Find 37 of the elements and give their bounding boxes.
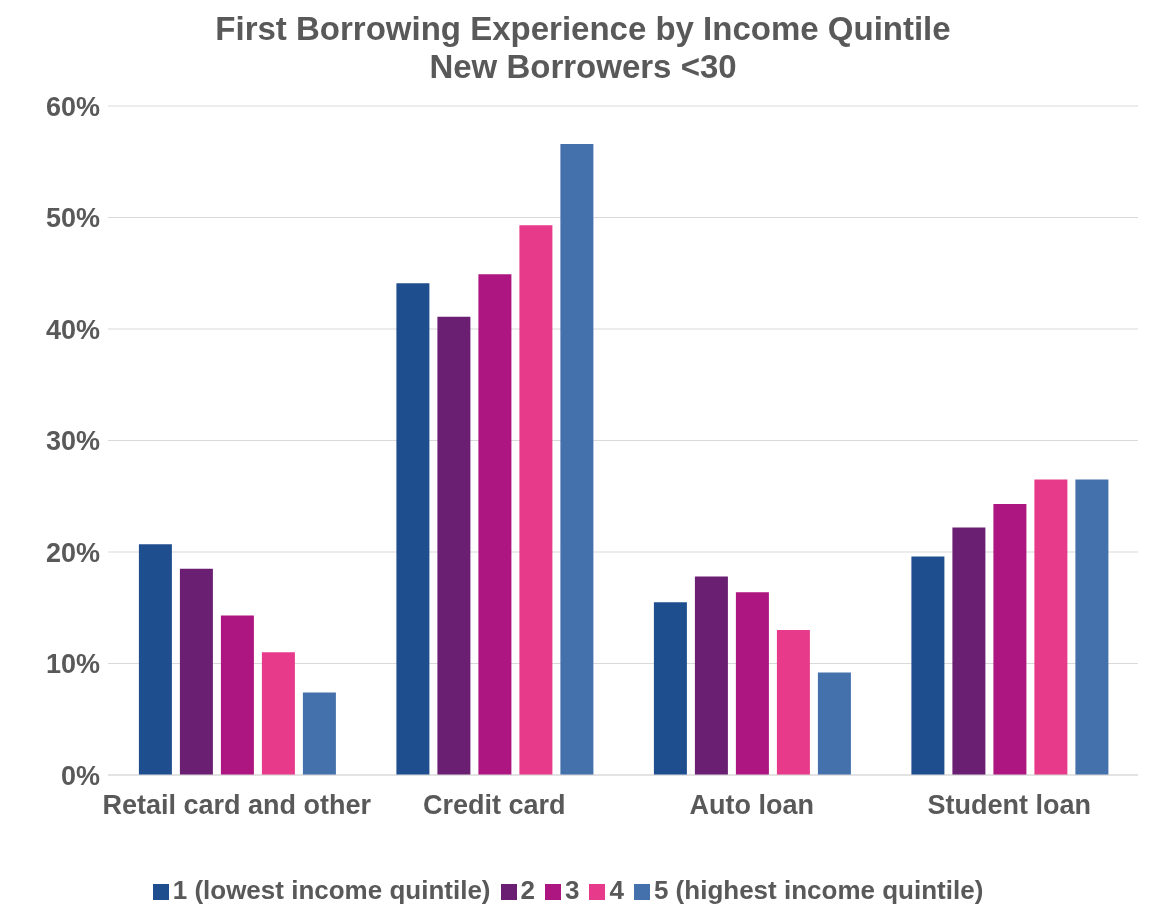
bar (437, 316, 471, 775)
bar (179, 568, 213, 775)
bar (1034, 479, 1068, 775)
bar (560, 143, 594, 775)
x-tick-label: Retail card and other (102, 790, 372, 821)
bar (776, 630, 810, 775)
bar (694, 576, 728, 775)
y-tick-label: 10% (45, 649, 100, 680)
bar (993, 504, 1027, 775)
y-tick-label: 0% (60, 760, 100, 791)
bar (478, 274, 512, 775)
x-tick-label: Student loan (927, 790, 1091, 821)
bar (220, 615, 254, 775)
bar (519, 225, 553, 775)
y-tick-label: 50% (45, 203, 100, 234)
legend-label: 1 (lowest income quintile) (172, 875, 491, 905)
y-tick-label: 60% (45, 91, 100, 122)
bar (396, 283, 430, 775)
x-tick-label: Credit card (422, 790, 566, 821)
bar (735, 592, 769, 775)
x-tick-label: Auto loan (689, 790, 814, 821)
bar (817, 672, 851, 775)
y-tick-label: 30% (45, 426, 100, 457)
legend-label: 5 (highest income quintile) (653, 875, 984, 905)
bar (653, 602, 687, 775)
legend-label: 4 (609, 875, 624, 905)
chart-title: First Borrowing Experience by Income Quintile New Borrowers <30 (214, 10, 952, 86)
bar (952, 527, 986, 775)
legend-label: 3 (565, 875, 580, 905)
bar (302, 692, 336, 775)
y-tick-label: 20% (45, 537, 100, 568)
bar (261, 652, 295, 775)
bar (911, 556, 945, 775)
legend-label: 2 (520, 875, 535, 905)
y-tick-label: 40% (45, 314, 100, 345)
bar (1075, 479, 1109, 775)
bar (138, 544, 172, 775)
